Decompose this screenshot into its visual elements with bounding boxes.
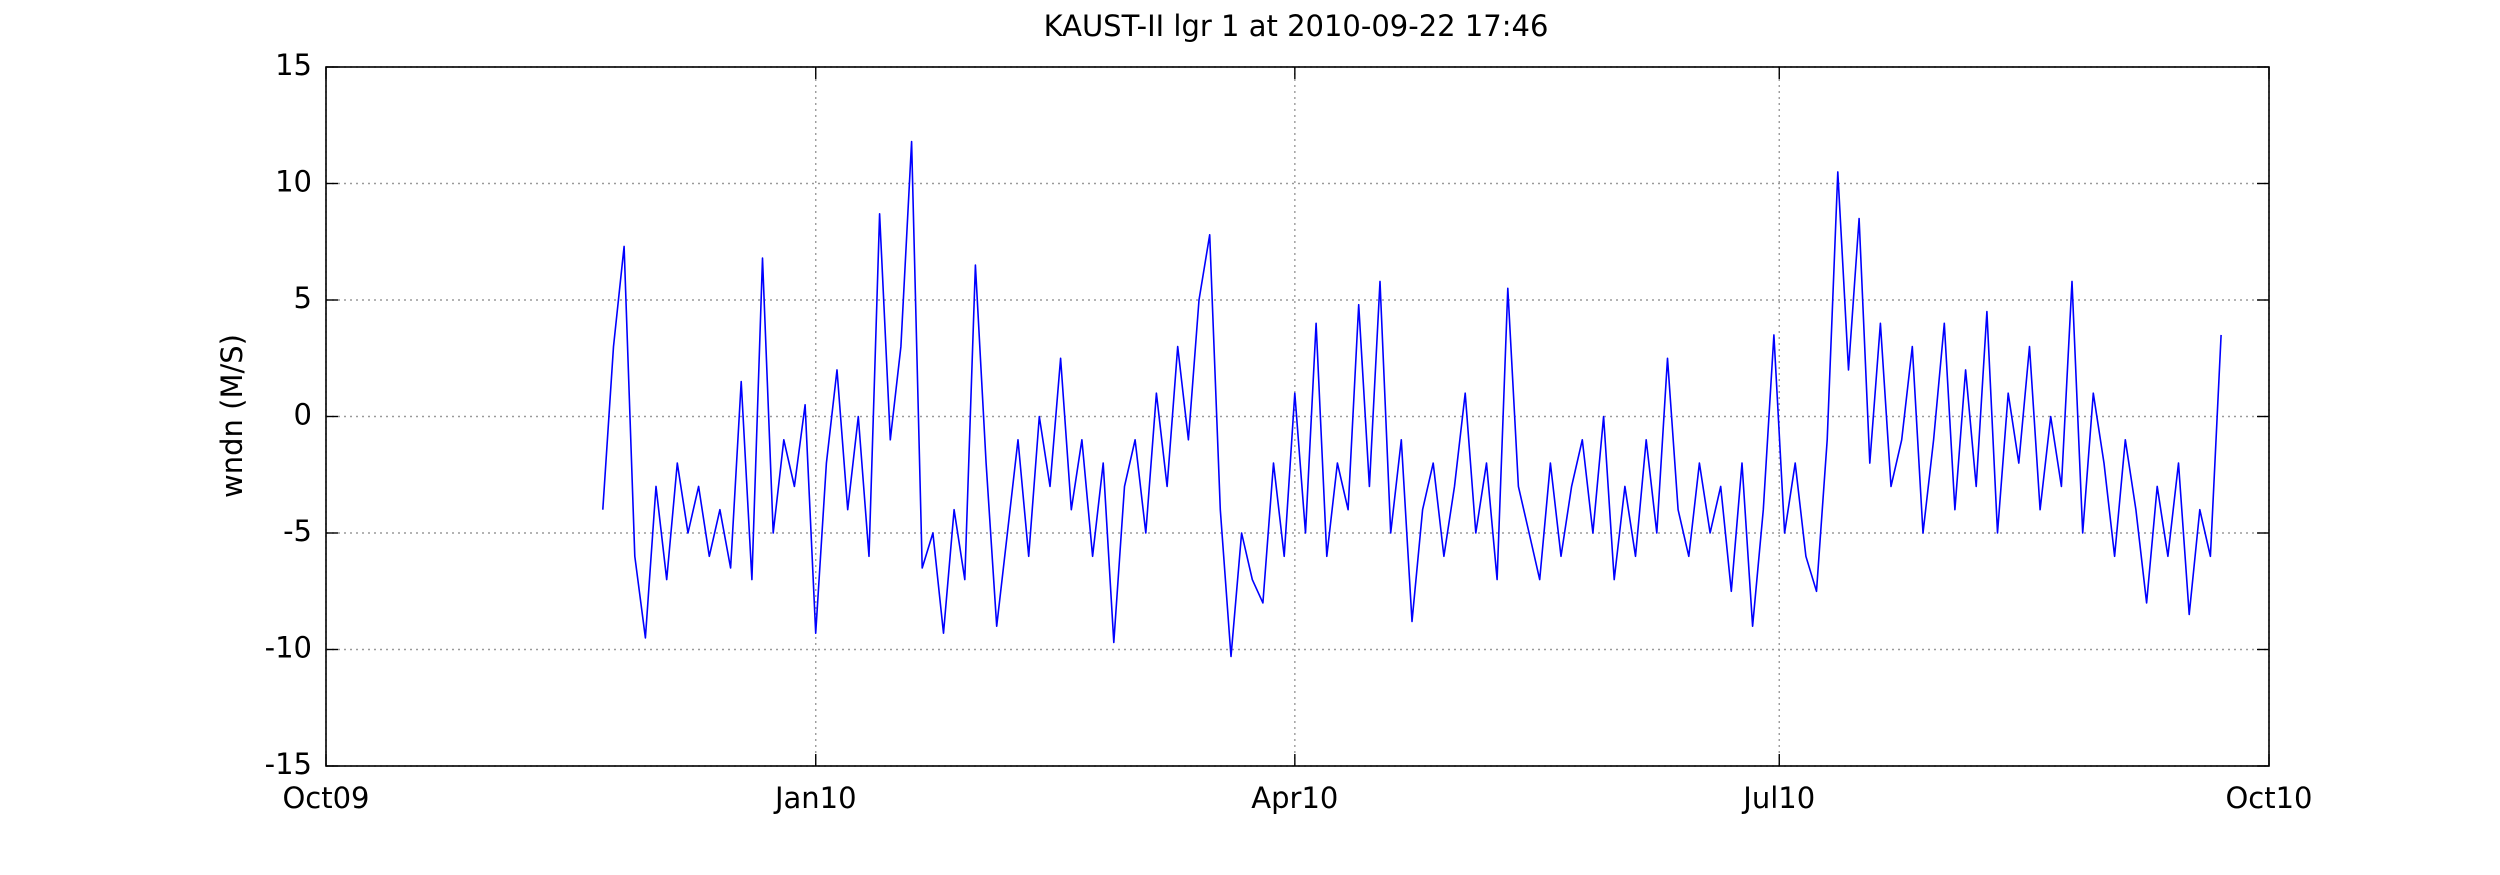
y-tick-label: 0 [294,398,312,432]
y-tick-label: -5 [283,514,312,548]
y-tick-label: 10 [275,165,312,199]
x-tick-label: Oct09 [282,781,369,815]
x-tick-label: Jan10 [773,781,857,815]
y-tick-label: -10 [265,631,312,665]
y-tick-label: -15 [265,747,312,781]
plot-frame [325,66,2270,767]
y-axis-label: wndn (M/S) [215,334,249,498]
x-tick-label: Apr10 [1251,781,1338,815]
x-tick-label: Oct10 [2225,781,2312,815]
x-tick-label: Jul10 [1741,781,1815,815]
y-tick-label: 5 [294,281,312,315]
data-line [602,140,2222,658]
y-tick-label: 15 [275,48,312,82]
chart-title: KAUST-II lgr 1 at 2010-09-22 17:46 [1044,9,1549,43]
